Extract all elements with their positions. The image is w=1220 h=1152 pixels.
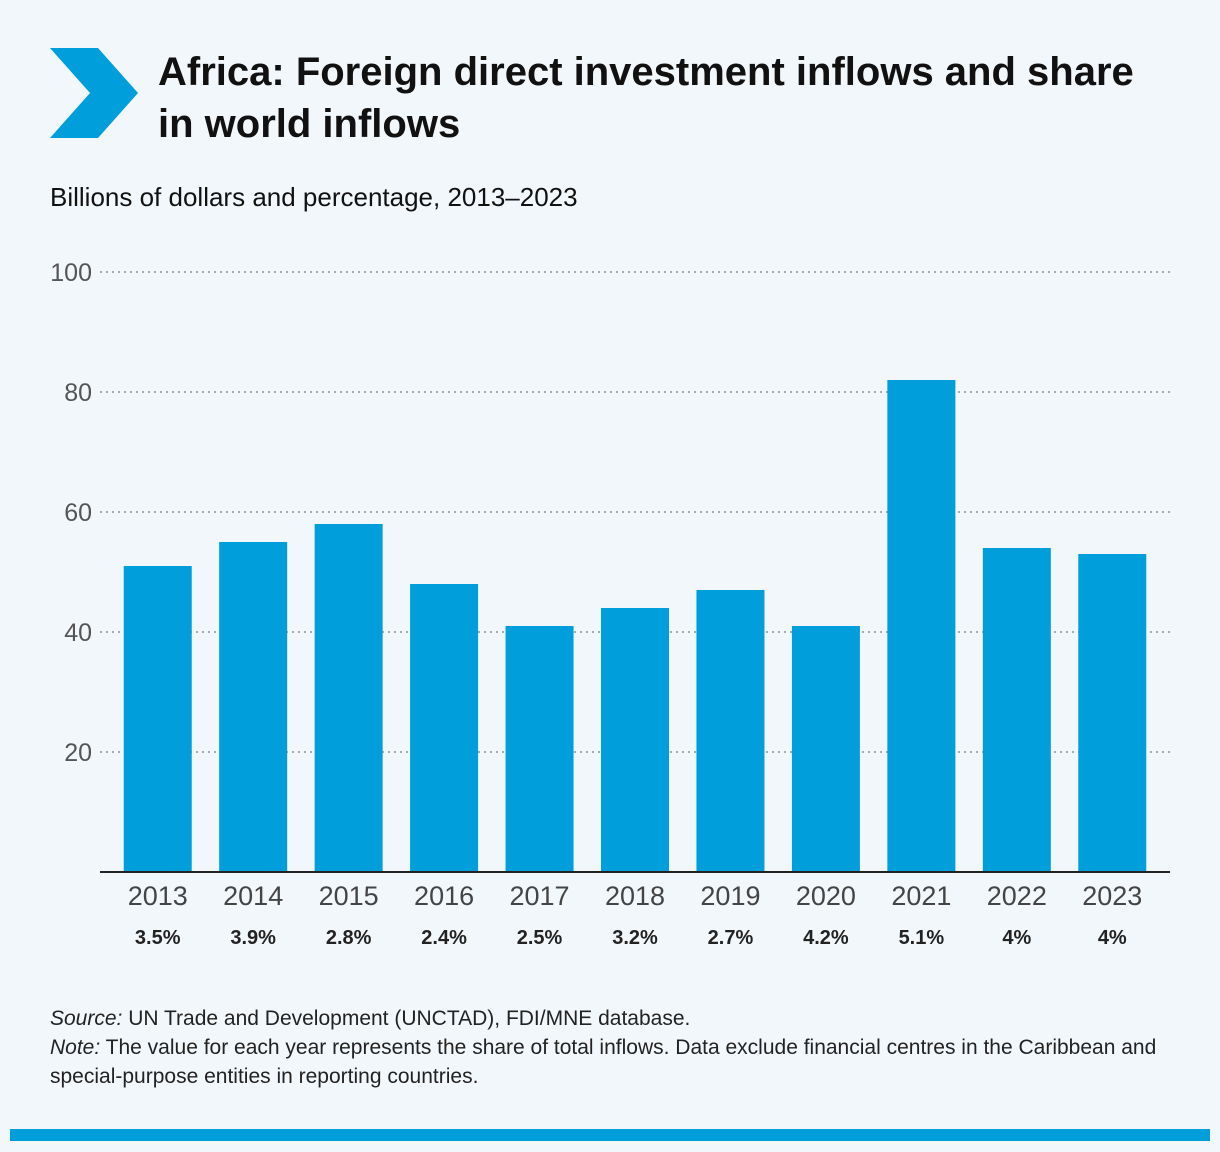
source-text: UN Trade and Development (UNCTAD), FDI/M… [122,1007,691,1030]
bar-chart: 20 40 60 80 100 2013 3.5% 2014 3.9% 2015 2.8% 2016 2… [50,259,1170,949]
note-line: Note: The value for each year represents… [50,1033,1170,1091]
source-line: Source: UN Trade and Development (UNCTAD… [50,1004,1170,1033]
bottom-accent-bar [10,1129,1210,1141]
share-label: 2.5% [517,927,563,949]
bar [791,626,860,872]
y-tick-label: 60 [64,499,92,527]
x-tick-label: 2023 [1082,881,1142,911]
chevron-right-icon [50,48,138,138]
x-tick-label: 2018 [605,881,665,911]
chart-title: Africa: Foreign direct investment inflow… [158,50,1134,146]
x-tick-label: 2020 [796,881,856,911]
bar [123,566,192,872]
bar [505,626,574,872]
share-label: 3.5% [135,927,181,949]
bar [696,590,765,872]
note-label: Note: [50,1036,101,1059]
bar [887,380,956,872]
source-label: Source: [50,1007,123,1030]
share-label: 4.2% [803,927,849,949]
share-label: 2.7% [708,927,754,949]
x-tick-label: 2013 [128,881,188,911]
chart-subtitle: Billions of dollars and percentage, 2013… [50,182,578,212]
x-tick-label: 2021 [891,881,951,911]
bar [982,548,1051,872]
bar [314,524,383,872]
x-tick-label: 2019 [700,881,760,911]
x-tick-label: 2016 [414,881,474,911]
share-label: 2.4% [421,927,467,949]
x-tick-label: 2017 [510,881,570,911]
bar [601,608,669,872]
share-label: 4% [1098,927,1127,949]
share-label: 3.9% [230,927,276,949]
share-label: 2.8% [326,927,372,949]
x-tick-label: 2014 [223,881,283,911]
share-label: 3.2% [612,927,658,949]
y-tick-label: 20 [64,739,92,767]
share-label: 4% [1002,927,1031,949]
chart-notes: Source: UN Trade and Development (UNCTAD… [50,1004,1170,1091]
bar [219,542,288,872]
share-label: 5.1% [899,927,945,949]
y-tick-label: 100 [50,259,92,287]
x-tick-label: 2022 [987,881,1047,911]
y-tick-label: 40 [64,619,92,647]
y-tick-label: 80 [64,379,92,407]
note-text: The value for each year represents the s… [50,1036,1157,1088]
bar [410,584,479,872]
bar [1078,554,1147,872]
x-tick-label: 2015 [319,881,379,911]
